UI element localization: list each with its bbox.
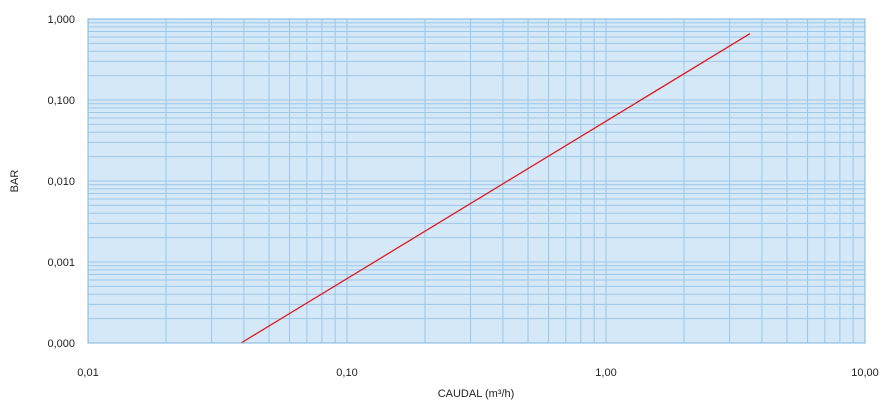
y-tick-label: 0,000	[47, 338, 75, 350]
x-tick-labels: 0,01 0,10 1,00 10,00	[77, 367, 878, 379]
y-tick-label: 0,100	[47, 95, 75, 107]
x-tick-label: 10,00	[851, 367, 879, 379]
x-axis-label: CAUDAL (m³/h)	[438, 388, 515, 400]
y-tick-labels: 1,000 0,100 0,010 0,001 0,000	[47, 14, 75, 350]
y-tick-label: 0,001	[47, 257, 75, 269]
series	[240, 33, 751, 344]
x-tick-label: 0,01	[77, 367, 98, 379]
x-tick-label: 0,10	[336, 367, 357, 379]
y-tick-label: 1,000	[47, 14, 75, 26]
plot-frame	[87, 18, 866, 344]
y-tick-label: 0,010	[47, 176, 75, 188]
series-line	[240, 33, 751, 344]
y-axis-label: BAR	[9, 170, 21, 193]
grid	[87, 19, 865, 344]
x-tick-label: 1,00	[595, 367, 616, 379]
